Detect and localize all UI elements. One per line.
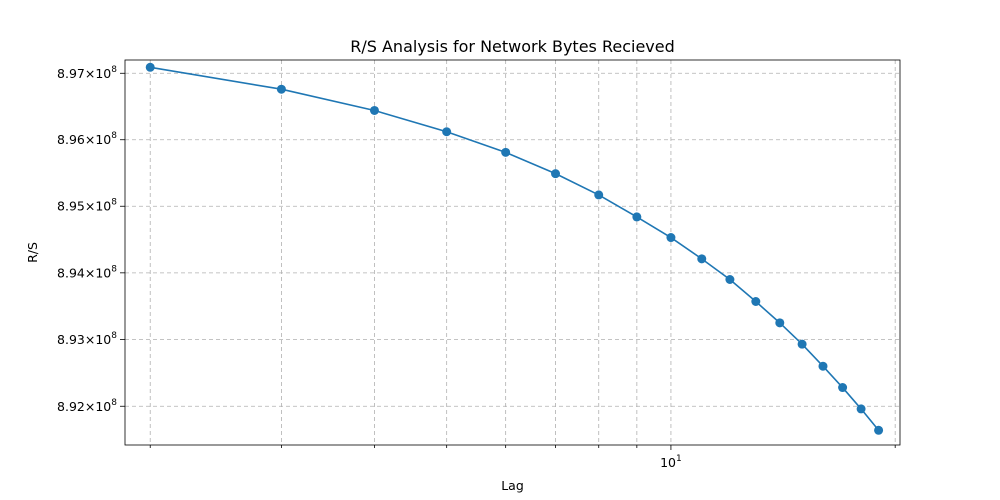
- series-line: [150, 66, 880, 431]
- y-tick-label-mantissa: 8.93×: [57, 332, 95, 347]
- data-point: [369, 105, 379, 115]
- data-point: [775, 318, 785, 328]
- y-tick-label-base: 10: [95, 399, 111, 414]
- y-axis: 8.92×1088.93×1088.94×1088.95×1088.96×108…: [57, 65, 125, 414]
- y-tick-label-base: 10: [95, 66, 111, 81]
- data-point: [632, 212, 642, 222]
- y-tick-label-mantissa: 8.92×: [57, 399, 95, 414]
- x-tick-label-exponent: 1: [676, 454, 682, 464]
- x-axis-label: Lag: [501, 478, 524, 493]
- y-tick-label-base: 10: [95, 199, 111, 214]
- y-tick-label-base: 10: [95, 332, 111, 347]
- data-point: [725, 275, 735, 284]
- y-tick-label: 8.94×108: [57, 264, 117, 280]
- y-tick-label: 8.92×108: [57, 398, 117, 414]
- y-tick-label: 8.96×108: [57, 131, 117, 147]
- x-tick-label-base: 10: [660, 455, 676, 470]
- y-tick-label-mantissa: 8.96×: [57, 132, 95, 147]
- y-tick-label-mantissa: 8.94×: [57, 265, 95, 280]
- series: [145, 62, 884, 435]
- data-point: [818, 361, 828, 371]
- data-point: [501, 147, 511, 157]
- y-tick-label: 8.97×108: [57, 65, 117, 81]
- x-axis: 101: [149, 445, 896, 470]
- plot-frame: [124, 59, 901, 446]
- y-tick-label-mantissa: 8.95×: [57, 199, 95, 214]
- data-point: [874, 425, 884, 435]
- data-point: [856, 404, 866, 414]
- grid: [125, 60, 900, 445]
- x-tick-label: 101: [660, 454, 682, 470]
- data-point: [666, 233, 676, 243]
- data-point: [145, 62, 155, 72]
- y-tick-label-exponent: 8: [111, 198, 117, 208]
- data-point: [797, 339, 807, 349]
- data-point: [838, 383, 848, 393]
- y-tick-label-exponent: 8: [111, 131, 117, 141]
- y-tick-label-base: 10: [95, 132, 111, 147]
- data-point: [697, 254, 707, 264]
- data-point: [751, 297, 761, 306]
- chart-title: R/S Analysis for Network Bytes Recieved: [350, 37, 675, 56]
- y-tick-label-exponent: 8: [111, 398, 117, 408]
- y-tick-label: 8.95×108: [57, 198, 117, 214]
- y-tick-label-exponent: 8: [111, 264, 117, 274]
- y-tick-label-base: 10: [95, 265, 111, 280]
- y-tick-label: 8.93×108: [57, 331, 117, 347]
- data-point: [594, 190, 604, 200]
- y-tick-label-mantissa: 8.97×: [57, 66, 95, 81]
- y-tick-label-exponent: 8: [111, 331, 117, 341]
- data-point: [442, 127, 452, 137]
- data-point: [551, 169, 561, 179]
- y-axis-label: R/S: [25, 242, 40, 263]
- y-tick-label-exponent: 8: [111, 65, 117, 75]
- data-point: [276, 84, 286, 94]
